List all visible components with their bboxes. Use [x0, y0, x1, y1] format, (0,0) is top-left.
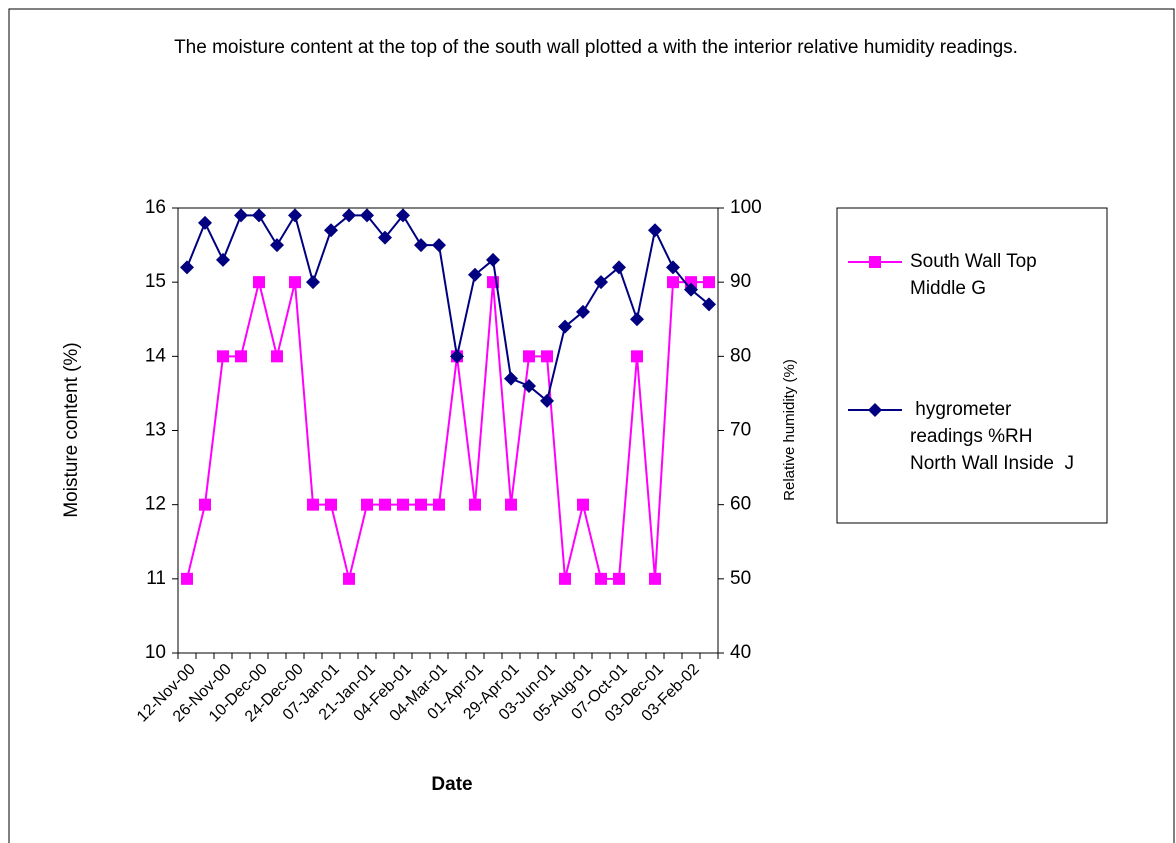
marker	[342, 208, 356, 223]
marker	[486, 252, 500, 267]
marker	[702, 297, 716, 312]
marker	[541, 350, 553, 363]
marker	[199, 498, 211, 511]
marker	[450, 349, 464, 364]
y2-axis-label: Relative humidity (%)	[781, 359, 798, 501]
marker	[522, 379, 536, 393]
marker	[703, 276, 715, 289]
marker	[559, 572, 571, 585]
y-tick-label: 13	[145, 420, 166, 441]
legend-label: hygrometer readings %RH North Wall Insid…	[910, 399, 1075, 474]
series-line	[186, 212, 710, 403]
marker	[378, 230, 392, 245]
marker	[540, 393, 554, 408]
legend-label: South Wall Top Middle G	[910, 251, 1043, 299]
y2-tick-label: 90	[730, 271, 751, 292]
y2-tick-label: 70	[730, 420, 751, 441]
marker	[576, 304, 590, 319]
marker	[253, 276, 265, 289]
legend-marker	[868, 403, 882, 417]
chart-border	[8, 8, 1175, 843]
y-tick-label: 12	[145, 494, 166, 515]
y-axis-label: Moisture content (%)	[61, 342, 82, 517]
marker	[234, 208, 248, 223]
marker	[361, 498, 373, 511]
marker	[198, 215, 212, 230]
marker	[649, 572, 661, 585]
marker	[468, 267, 482, 282]
series-line	[186, 281, 709, 580]
y-tick-label: 14	[145, 345, 167, 366]
y2-tick-label: 100	[730, 197, 762, 218]
marker	[235, 350, 247, 363]
marker	[612, 260, 626, 275]
marker	[433, 498, 445, 511]
marker	[523, 350, 535, 363]
marker	[469, 498, 481, 511]
marker	[414, 238, 428, 253]
marker	[667, 276, 679, 289]
marker	[379, 498, 391, 511]
marker	[631, 350, 643, 363]
marker	[630, 312, 644, 327]
marker	[271, 350, 283, 363]
y-tick-label: 11	[146, 568, 166, 589]
marker	[307, 498, 319, 511]
marker	[180, 260, 194, 275]
y-tick-label: 16	[145, 197, 166, 218]
x-axis-label: Date	[431, 774, 472, 795]
marker	[325, 498, 337, 511]
marker	[595, 572, 607, 585]
marker	[505, 498, 517, 511]
marker	[504, 371, 518, 386]
y-tick-label: 15	[145, 271, 166, 292]
legend-marker	[869, 256, 881, 268]
y2-tick-label: 50	[730, 568, 751, 589]
marker	[558, 319, 572, 334]
marker	[288, 208, 302, 223]
marker	[594, 275, 608, 290]
legend-box	[836, 207, 1108, 524]
marker	[613, 572, 625, 585]
marker	[216, 252, 230, 267]
marker	[324, 223, 338, 238]
marker	[432, 238, 446, 253]
chart-title: The moisture content at the top of the s…	[174, 37, 1018, 58]
y2-tick-label: 60	[730, 494, 751, 515]
marker	[397, 498, 409, 511]
marker	[360, 208, 374, 223]
marker	[666, 260, 680, 275]
marker	[684, 282, 698, 297]
marker	[577, 498, 589, 511]
y2-tick-label: 80	[730, 345, 751, 366]
marker	[415, 498, 427, 511]
y2-tick-label: 40	[730, 642, 751, 663]
marker	[306, 275, 320, 290]
marker	[289, 276, 301, 289]
marker	[343, 572, 355, 585]
marker	[396, 208, 410, 223]
marker	[648, 223, 662, 238]
marker	[181, 572, 193, 585]
marker	[270, 238, 284, 253]
marker	[217, 350, 229, 363]
marker	[252, 208, 266, 223]
y-tick-label: 10	[145, 642, 166, 663]
